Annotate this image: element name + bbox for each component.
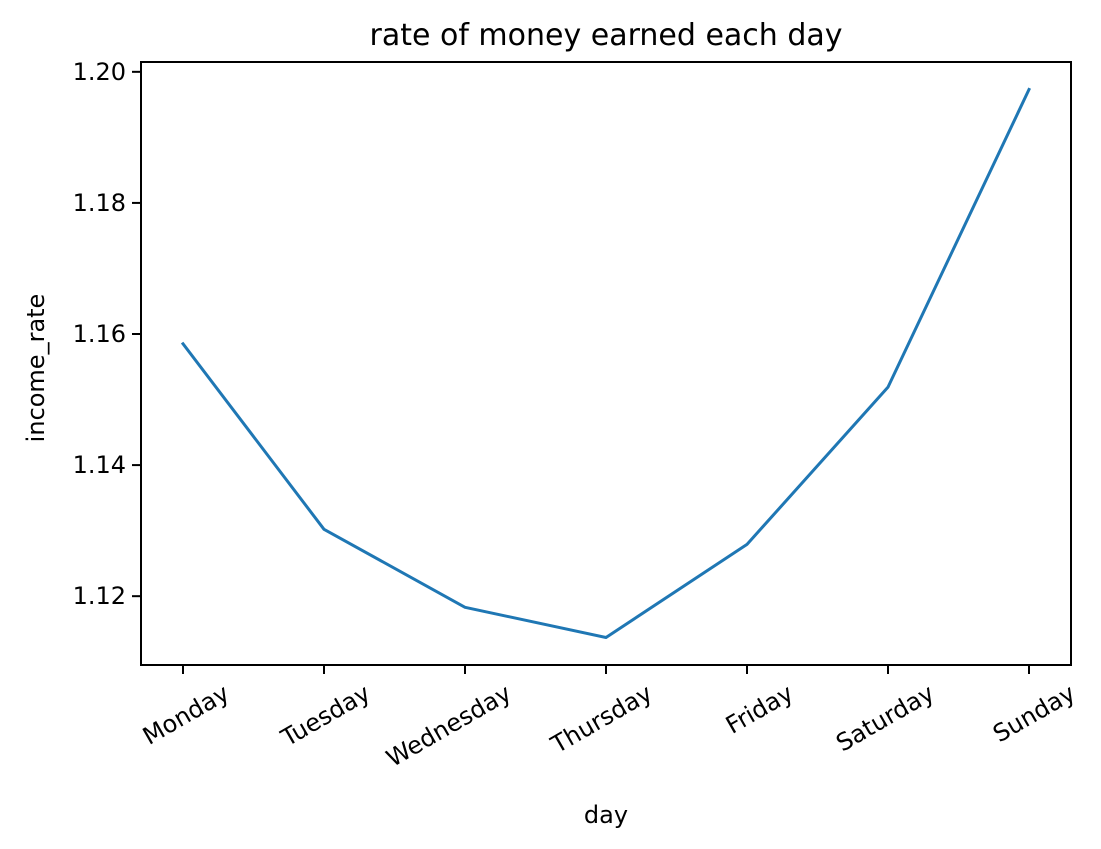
y-tick-label: 1.16 <box>73 320 126 348</box>
y-axis-ticks: 1.12 1.14 1.16 1.18 1.20 <box>73 58 141 610</box>
y-tick-label: 1.18 <box>73 189 126 217</box>
series-line <box>180 87 1031 639</box>
y-tick-label: 1.12 <box>73 582 126 610</box>
y-tick-label: 1.14 <box>73 451 126 479</box>
x-axis-label: day <box>584 801 628 829</box>
y-tick-label: 1.20 <box>73 58 126 86</box>
y-axis-label: income_rate <box>22 294 50 443</box>
plot-frame <box>140 61 1072 666</box>
chart-title: rate of money earned each day <box>369 18 842 53</box>
